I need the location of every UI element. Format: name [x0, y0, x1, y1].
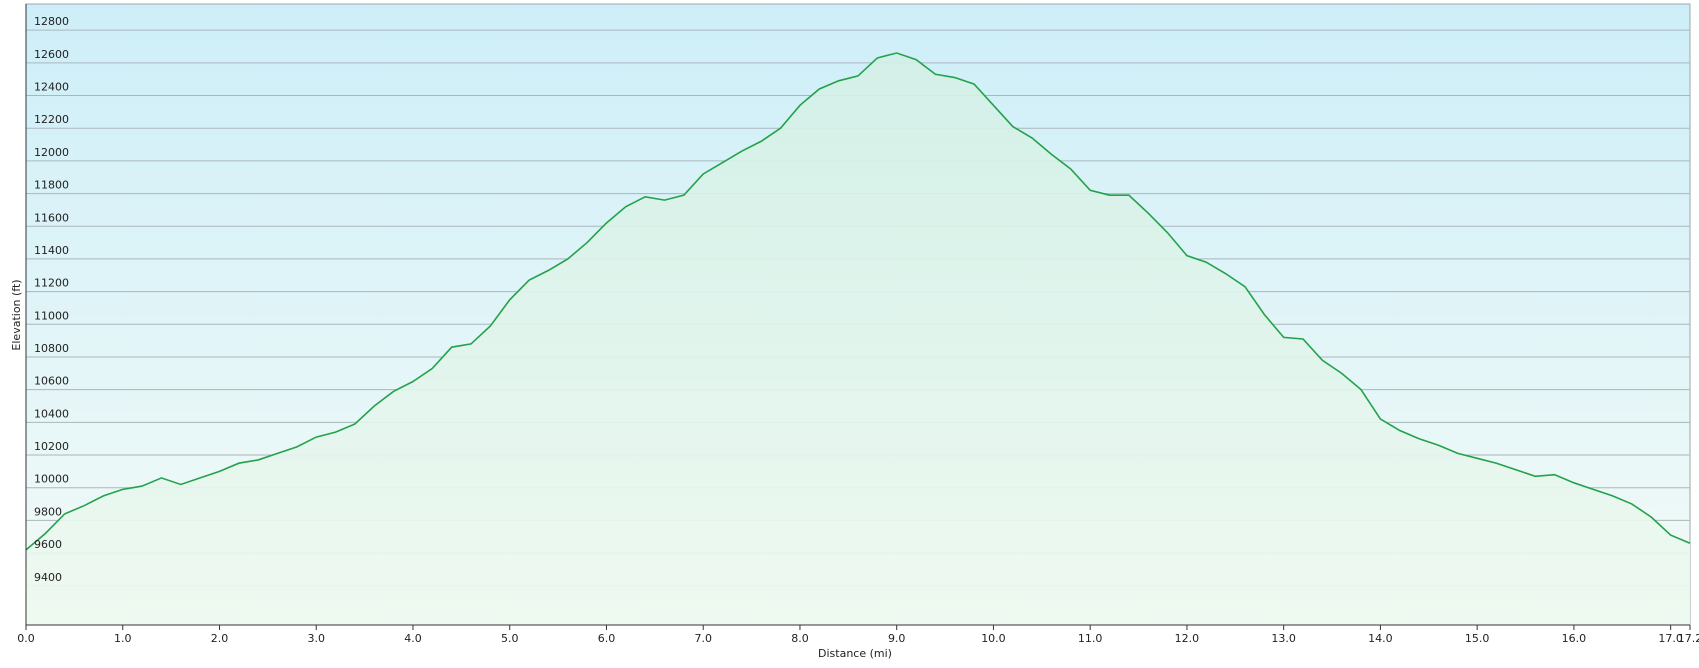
y-tick-label: 12000 — [34, 146, 69, 159]
elevation-line — [25, 52, 1691, 551]
x-tick-label: 1.0 — [114, 632, 132, 645]
x-axis-label: Distance (mi) — [818, 647, 892, 660]
area — [26, 53, 1690, 625]
y-tick-label: 9800 — [34, 505, 62, 518]
y-tick-label: 12800 — [34, 15, 69, 28]
y-tick-label: 12400 — [34, 81, 69, 94]
y-tick-label: 9400 — [34, 571, 62, 584]
y-tick-label: 11400 — [34, 244, 69, 257]
x-tick-label: 9.0 — [888, 632, 906, 645]
x-tick-label: 8.0 — [791, 632, 809, 645]
y-tick-label: 10800 — [34, 342, 69, 355]
y-tick-label: 10200 — [34, 440, 69, 453]
x-tick-label: 17.0 — [1658, 632, 1683, 645]
x-tick-label: 17.2 — [1678, 632, 1699, 645]
x-tick-label: 5.0 — [501, 632, 519, 645]
y-tick-label: 9600 — [34, 538, 62, 551]
x-tick-label: 13.0 — [1271, 632, 1296, 645]
x-tick-label: 11.0 — [1078, 632, 1103, 645]
y-tick-label: 11600 — [34, 211, 69, 224]
x-tick-label: 12.0 — [1175, 632, 1200, 645]
y-tick-label: 11200 — [34, 277, 69, 290]
y-tick-label: 11800 — [34, 179, 69, 192]
x-tick-label: 0.0 — [17, 632, 35, 645]
y-tick-label: 11000 — [34, 309, 69, 322]
x-tick-label: 4.0 — [404, 632, 422, 645]
x-tick-label: 15.0 — [1465, 632, 1490, 645]
x-tick-label: 14.0 — [1368, 632, 1393, 645]
x-tick-label: 7.0 — [694, 632, 712, 645]
x-tick-label: 10.0 — [981, 632, 1006, 645]
y-axis-label: Elevation (ft) — [10, 279, 23, 350]
x-tick-label: 3.0 — [307, 632, 325, 645]
y-tick-label: 12600 — [34, 48, 69, 61]
y-tick-label: 12200 — [34, 113, 69, 126]
x-tick-label: 6.0 — [598, 632, 616, 645]
x-tick-label: 2.0 — [211, 632, 229, 645]
y-tick-label: 10400 — [34, 407, 69, 420]
x-tick-label: 16.0 — [1562, 632, 1587, 645]
y-tick-label: 10000 — [34, 473, 69, 486]
y-tick-label: 10600 — [34, 375, 69, 388]
